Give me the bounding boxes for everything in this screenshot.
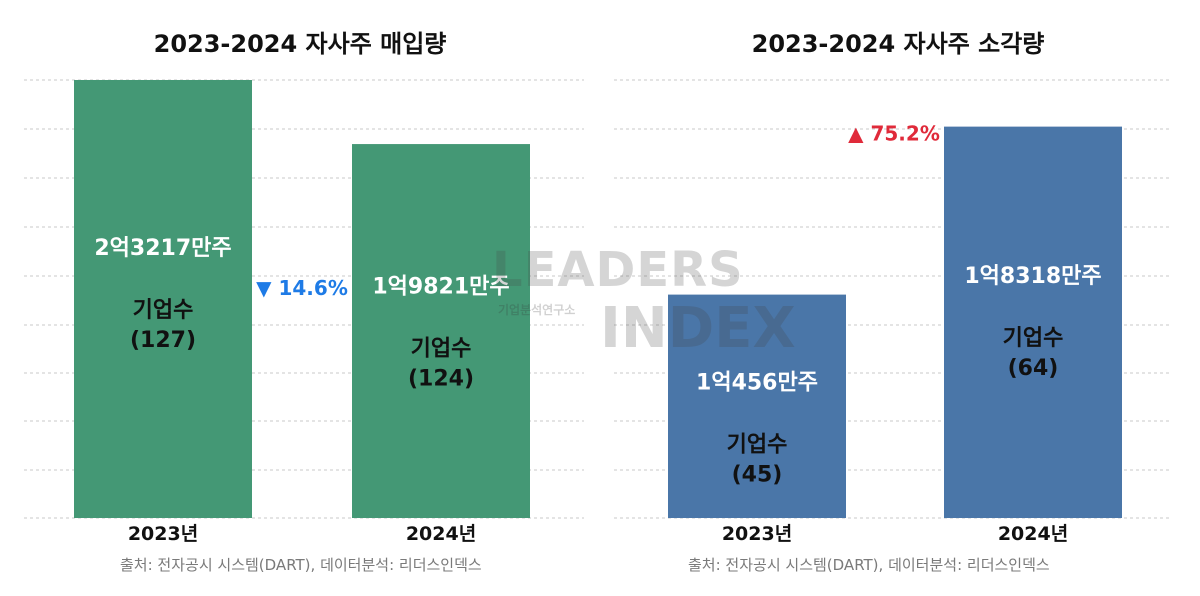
chart-title: 2023-2024 자사주 소각량 <box>751 30 1045 58</box>
bar-2023년 <box>74 80 252 518</box>
company-count-value: (124) <box>408 367 474 392</box>
company-count-label: 기업수 <box>411 337 472 362</box>
retirement-chart-panel: 2023-2024 자사주 소각량 1억456만주 기업수 (45) 2023년 1억8… <box>608 0 1188 596</box>
bar-2023년 <box>668 294 846 518</box>
company-count-value: (127) <box>130 328 196 353</box>
retirement-bar-chart: 1억456만주기업수(45)2023년1억8318만주기업수(64)2024년▲… <box>614 79 1170 545</box>
source-note: 출처: 전자공시 시스템(DART), 데이터분석: 리더스인덱스 <box>688 556 1050 574</box>
company-count-label: 기업수 <box>133 298 194 323</box>
chart-title: 2023-2024 자사주 매입량 <box>153 30 447 58</box>
value-label: 1억9821만주 <box>372 275 509 300</box>
company-count-value: (64) <box>1008 356 1059 381</box>
change-label: ▲ 75.2% <box>848 122 940 146</box>
change-label: ▼ 14.6% <box>256 276 348 300</box>
bar-2024년 <box>944 126 1122 518</box>
x-tick-label: 2024년 <box>998 523 1068 545</box>
value-label: 1억456만주 <box>696 371 818 396</box>
x-tick-label: 2023년 <box>722 523 792 545</box>
bar-2024년 <box>352 144 530 518</box>
company-count-label: 기업수 <box>1003 326 1064 351</box>
value-label: 1억8318만주 <box>964 264 1101 289</box>
company-count-value: (45) <box>732 463 783 488</box>
x-tick-label: 2023년 <box>128 523 198 545</box>
company-count-label: 기업수 <box>727 433 788 458</box>
x-tick-label: 2024년 <box>406 523 476 545</box>
value-label: 2억3217만주 <box>94 236 231 261</box>
source-note: 출처: 전자공시 시스템(DART), 데이터분석: 리더스인덱스 <box>120 556 482 574</box>
